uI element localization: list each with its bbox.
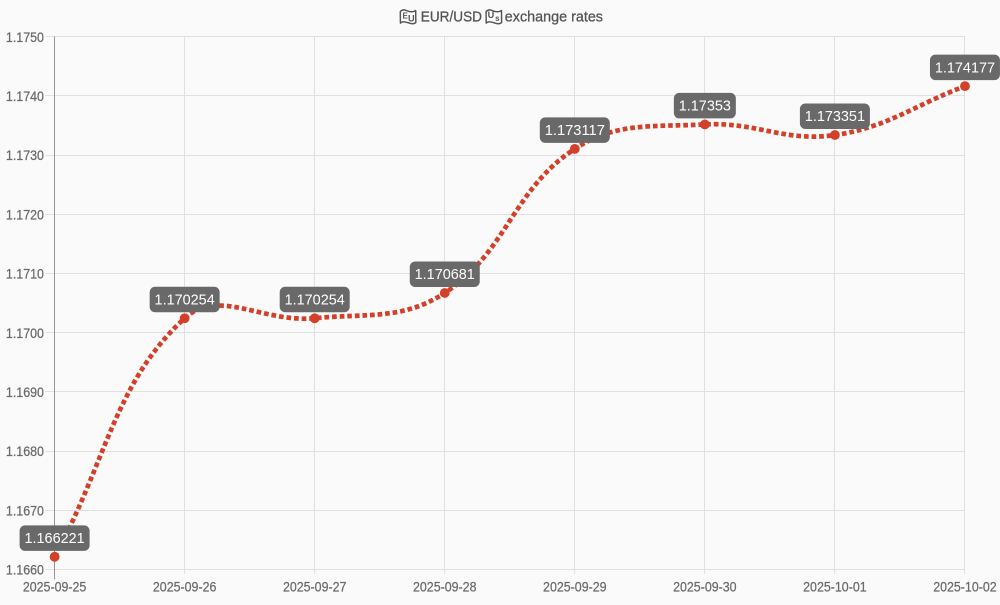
svg-text:1.1720: 1.1720 (6, 206, 44, 222)
svg-text:1.1710: 1.1710 (6, 266, 44, 282)
svg-text:1.170254: 1.170254 (285, 291, 345, 308)
svg-text:1.1690: 1.1690 (6, 384, 44, 400)
svg-text:2025-09-27: 2025-09-27 (283, 579, 347, 595)
svg-text:1.173117: 1.173117 (545, 122, 605, 139)
svg-text:1.1730: 1.1730 (6, 147, 44, 163)
svg-text:1.1670: 1.1670 (6, 502, 44, 518)
svg-text:1.1750: 1.1750 (6, 29, 44, 45)
svg-text:exchange rates: exchange rates (505, 8, 603, 25)
svg-text:s: s (495, 14, 500, 23)
svg-text:1.1660: 1.1660 (6, 562, 44, 578)
svg-text:2025-09-30: 2025-09-30 (673, 579, 737, 595)
svg-text:U: U (408, 13, 415, 23)
svg-text:2025-09-28: 2025-09-28 (413, 579, 477, 595)
svg-text:1.170254: 1.170254 (155, 291, 215, 308)
svg-text:U: U (488, 10, 495, 20)
svg-text:1.170681: 1.170681 (415, 266, 475, 283)
svg-text:1.166221: 1.166221 (25, 530, 85, 547)
svg-text:1.1680: 1.1680 (6, 443, 44, 459)
svg-text:EUR/USD: EUR/USD (421, 8, 482, 25)
svg-text:2025-10-01: 2025-10-01 (803, 579, 867, 595)
svg-text:1.17353: 1.17353 (679, 98, 731, 115)
svg-text:1.173351: 1.173351 (805, 108, 865, 125)
svg-text:1.1740: 1.1740 (6, 88, 44, 104)
svg-text:1.1700: 1.1700 (6, 325, 44, 341)
svg-text:1.174177: 1.174177 (935, 59, 995, 76)
svg-text:2025-09-29: 2025-09-29 (543, 579, 607, 595)
svg-text:2025-09-25: 2025-09-25 (23, 579, 87, 595)
svg-text:2025-09-26: 2025-09-26 (153, 579, 217, 595)
svg-text:2025-10-02: 2025-10-02 (933, 579, 997, 595)
svg-text:E: E (403, 11, 409, 20)
